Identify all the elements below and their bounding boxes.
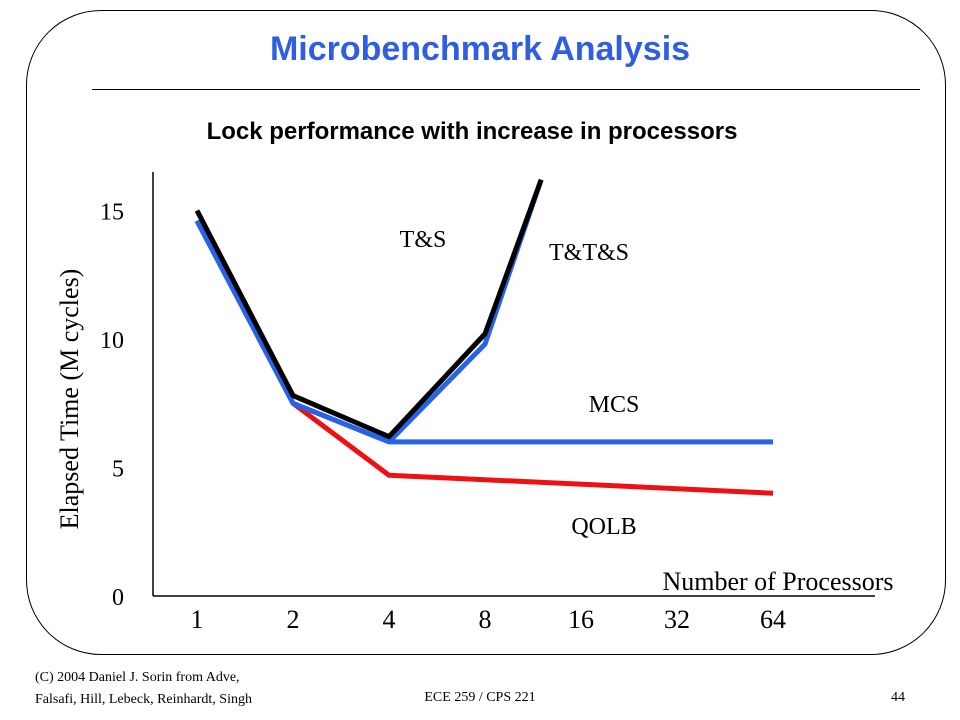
x-tick-label: 64 (760, 605, 786, 634)
series-line-qolb (291, 401, 774, 496)
y-tick-label: 0 (112, 585, 124, 611)
series-label-qolb: QOLB (571, 514, 636, 540)
footer-credits-line1: (C) 2004 Daniel J. Sorin from Adve, (35, 670, 240, 685)
x-tick-label: 8 (479, 605, 492, 634)
series-label-tands: T&S (400, 227, 447, 253)
x-tick-label: 32 (664, 605, 690, 634)
y-tick-label: 15 (100, 200, 124, 226)
series-label-mcs: MCS (589, 392, 640, 418)
footer-course: ECE 259 / CPS 221 (424, 690, 536, 705)
y-tick-label: 5 (112, 457, 124, 483)
series-label-tandtands: T&T&S (549, 240, 629, 266)
x-tick-label: 4 (383, 605, 396, 634)
series-line-tands (194, 178, 544, 440)
x-tick-label: 16 (568, 605, 594, 634)
slide-title: Microbenchmark Analysis (269, 30, 691, 68)
x-tick-label: 2 (287, 605, 300, 634)
footer-credits-line2: Falsafi, Hill, Lebeck, Reinhardt, Singh (35, 692, 252, 707)
y-axis-label: Elapsed Time (M cycles) (55, 269, 84, 530)
x-tick-label: 1 (191, 605, 204, 634)
x-axis-label: Number of Processors (662, 567, 893, 596)
y-tick-label: 10 (100, 328, 124, 354)
footer-credits: (C) 2004 Daniel J. Sorin from Adve, Fals… (35, 667, 355, 711)
title-divider (92, 89, 920, 90)
page-number: 44 (891, 690, 905, 705)
chart-title: Lock performance with increase in proces… (206, 118, 738, 145)
slide-frame (26, 10, 946, 655)
